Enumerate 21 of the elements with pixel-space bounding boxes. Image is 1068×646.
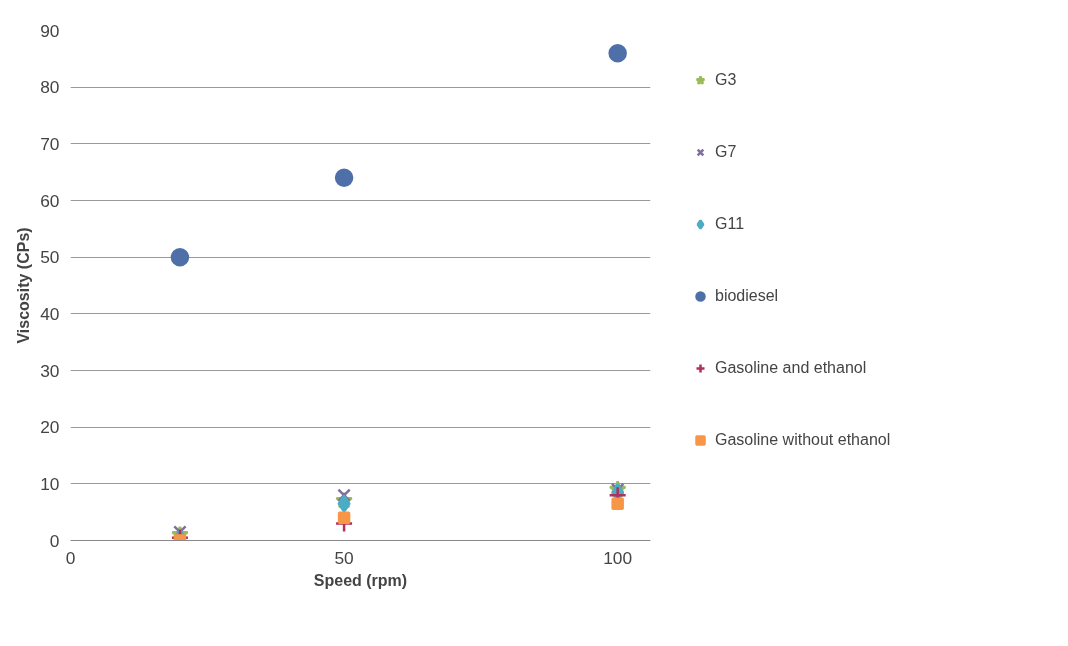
y-tick-label: 70 [40,133,60,154]
y-tick-label: 10 [40,473,60,494]
y-tick-label: 80 [40,77,60,98]
y-tick-label: 60 [40,190,60,211]
x-tick-label: 100 [603,547,633,568]
x-axis-title: Speed (rpm) [313,571,408,589]
y-tick-label: 20 [40,417,60,438]
x-tick-label: 50 [334,547,354,568]
legend-label: Gasoline without ethanol [715,431,891,449]
y-tick-label: 0 [49,530,60,551]
legend-label: G11 [715,215,745,233]
legend-label: G3 [715,71,737,89]
legend-label: Gasoline and ethanol [715,359,867,377]
y-tick-label: 30 [40,360,60,381]
legend-label: biodiesel [715,287,779,305]
y-axis-title: Viscosity (CPs) [15,227,33,344]
legend-label: G7 [715,143,737,161]
y-tick-label: 50 [40,247,60,268]
y-tick-label: 40 [40,303,60,324]
y-tick-label: 90 [40,20,60,41]
x-tick-label: 0 [65,547,76,568]
